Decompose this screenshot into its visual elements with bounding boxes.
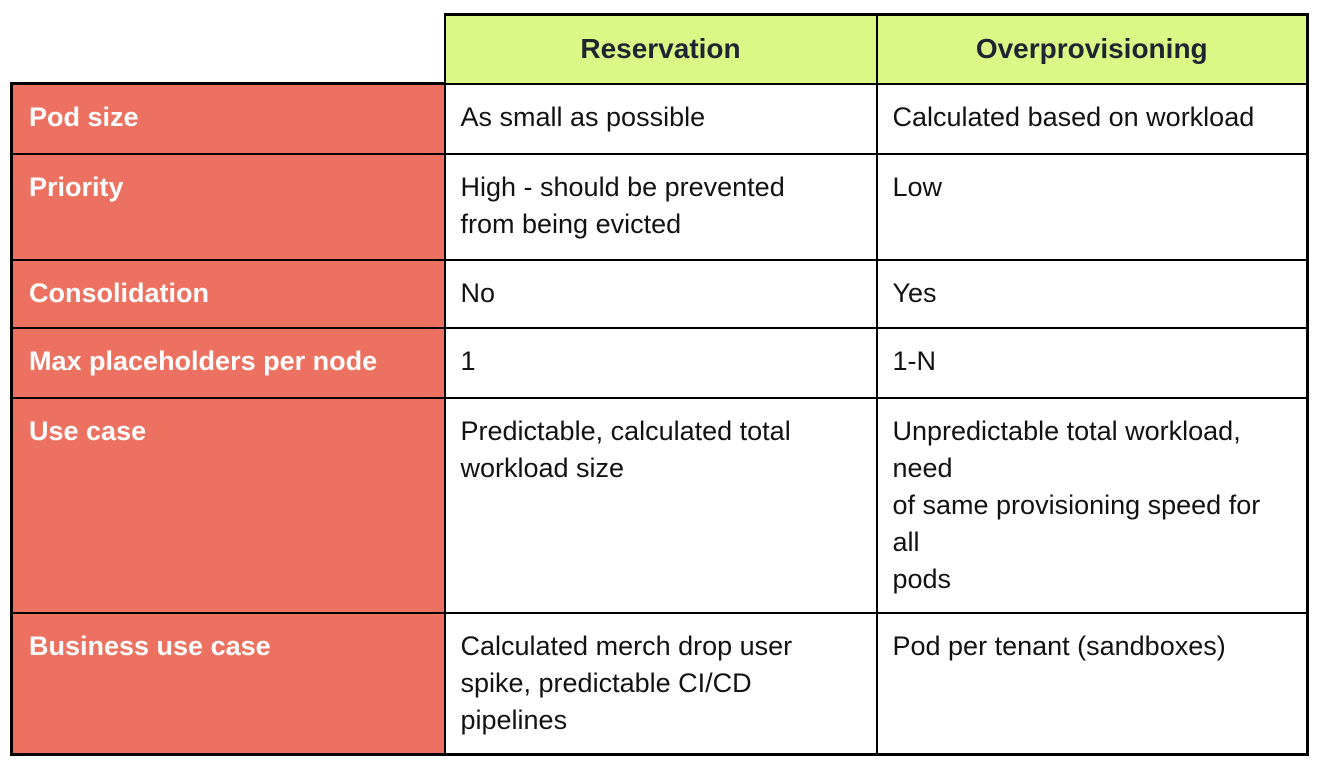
cell-pod-size-reservation: As small as possible	[443, 82, 878, 155]
row-label-priority: Priority	[10, 152, 446, 261]
table-row-use-case: Use case Predictable, calculated total w…	[10, 396, 1309, 614]
cell-pod-size-overprovisioning: Calculated based on workload	[875, 82, 1309, 155]
cell-business-use-case-reservation: Calculated merch drop user spike, predic…	[443, 611, 878, 756]
column-header-overprovisioning: Overprovisioning	[875, 13, 1309, 85]
table-row-business-use-case: Business use case Calculated merch drop …	[10, 611, 1309, 756]
cell-use-case-reservation: Predictable, calculated total workload s…	[443, 396, 878, 614]
cell-consolidation-overprovisioning: Yes	[875, 258, 1309, 329]
cell-max-placeholders-overprovisioning: 1-N	[875, 326, 1309, 399]
row-label-business-use-case: Business use case	[10, 611, 446, 756]
header-row: Reservation Overprovisioning	[12, 13, 1309, 85]
corner-cell	[12, 15, 445, 84]
cell-business-use-case-overprovisioning: Pod per tenant (sandboxes)	[875, 611, 1309, 756]
row-label-pod-size: Pod size	[10, 82, 446, 155]
cell-priority-reservation: High - should be prevented from being ev…	[443, 152, 878, 261]
comparison-table: Reservation Overprovisioning Pod size As…	[10, 13, 1309, 756]
row-label-consolidation: Consolidation	[10, 258, 446, 329]
cell-priority-overprovisioning: Low	[875, 152, 1309, 261]
table-row-pod-size: Pod size As small as possible Calculated…	[10, 82, 1309, 155]
column-header-reservation: Reservation	[443, 13, 878, 85]
table-row-consolidation: Consolidation No Yes	[10, 258, 1309, 329]
cell-consolidation-reservation: No	[443, 258, 878, 329]
row-label-use-case: Use case	[10, 396, 446, 614]
cell-use-case-overprovisioning: Unpredictable total workload, need of sa…	[875, 396, 1309, 614]
cell-max-placeholders-reservation: 1	[443, 326, 878, 399]
row-label-max-placeholders: Max placeholders per node	[10, 326, 446, 399]
table-row-priority: Priority High - should be prevented from…	[10, 152, 1309, 261]
table-row-max-placeholders: Max placeholders per node 1 1-N	[10, 326, 1309, 399]
